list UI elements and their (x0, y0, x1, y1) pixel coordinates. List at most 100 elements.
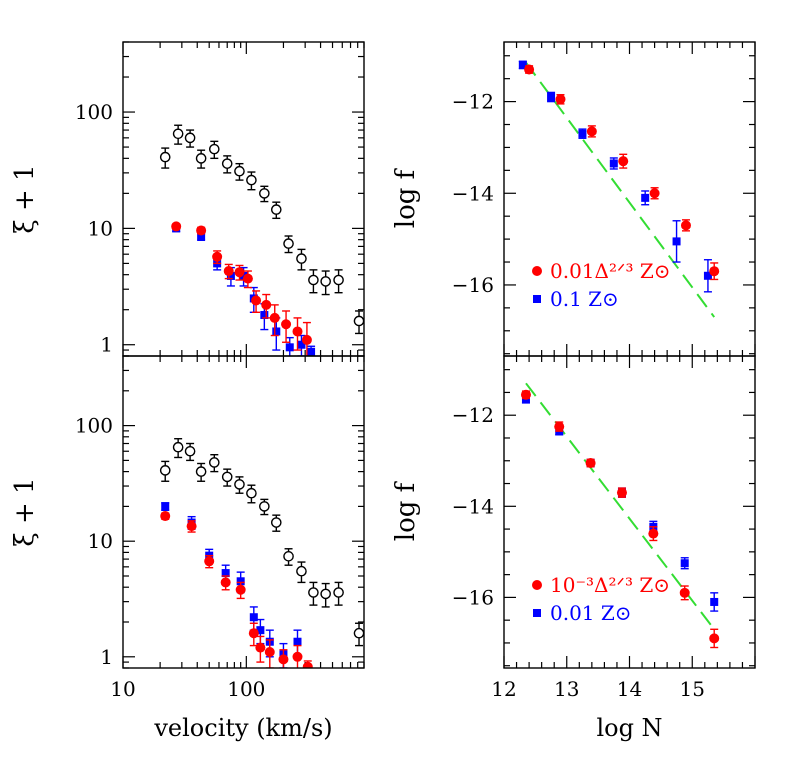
data-point (161, 502, 170, 511)
legend-label: 0.01Δ²ᐟ³ Z⊙ (550, 259, 671, 283)
y-tick-label: −16 (452, 273, 494, 297)
data-point (616, 487, 627, 498)
data-point (236, 577, 245, 586)
plot-frame (503, 355, 756, 669)
data-point (159, 151, 171, 163)
plot-frame (122, 41, 365, 357)
data-point (269, 312, 280, 323)
y-axis-label: ξ + 1 (10, 164, 40, 233)
data-point (171, 221, 182, 232)
data-point (520, 389, 531, 400)
series-open-circle-0 (159, 124, 364, 335)
data-point (302, 661, 313, 668)
data-point (221, 569, 230, 578)
data-point (204, 556, 215, 567)
x-tick-label: 14 (617, 677, 642, 701)
series-filled-circle-1 (520, 389, 720, 649)
data-point (524, 64, 535, 75)
y-tick-label: 1 (100, 333, 113, 357)
x-tick-label: 12 (491, 677, 516, 701)
data-point (255, 642, 266, 653)
data-point (320, 276, 331, 287)
data-point (246, 487, 257, 499)
legend-marker (532, 580, 542, 590)
data-point (195, 466, 207, 477)
data-point (272, 327, 281, 336)
series-filled-circle-1 (524, 64, 720, 281)
data-point (260, 311, 269, 320)
data-point (680, 220, 691, 231)
data-point (296, 253, 307, 264)
legend-marker (533, 295, 541, 303)
y-tick-label: −12 (452, 403, 494, 427)
x-axis-label: log N (596, 714, 662, 742)
data-point (307, 347, 316, 356)
plot-frame (503, 41, 756, 357)
data-point (159, 465, 171, 476)
data-point (246, 174, 257, 186)
data-point (293, 637, 302, 646)
data-point (703, 271, 712, 280)
plot-area (520, 382, 720, 649)
data-point (585, 458, 596, 469)
data-point (256, 626, 265, 635)
plot-area (518, 60, 720, 318)
data-point (248, 628, 259, 639)
data-point (184, 445, 196, 457)
data-point (197, 232, 206, 241)
y-axis-label: log f (391, 480, 421, 541)
y-tick-label: 10 (88, 216, 113, 240)
data-point (172, 441, 184, 453)
data-point (278, 654, 289, 665)
data-point (184, 132, 196, 144)
data-point (259, 188, 270, 199)
y-tick-label: −12 (452, 90, 494, 114)
data-point (709, 266, 720, 277)
data-point (308, 274, 319, 286)
series-filled-square-1 (161, 502, 302, 668)
data-point (518, 60, 527, 69)
data-point (672, 237, 681, 246)
plot-area (159, 438, 364, 668)
data-point (547, 93, 556, 102)
data-point (221, 158, 233, 169)
data-point (220, 577, 231, 588)
data-point (618, 156, 629, 167)
data-point (209, 143, 220, 155)
data-point (281, 319, 292, 330)
data-point (172, 128, 184, 140)
series-filled-circle-2 (160, 511, 313, 668)
data-point (261, 299, 272, 310)
series-filled-circle-2 (171, 221, 312, 356)
data-point (333, 274, 344, 286)
data-point (283, 238, 294, 249)
panel-bottom-right: −12 −14 −16 12 13 14 15 log f log N 10⁻³Δ²ᐟ³ Z⊙ 0.… (391, 355, 756, 742)
data-point (586, 126, 597, 137)
x-tick-label: 13 (554, 677, 579, 701)
legend-label: 0.1 Z⊙ (550, 287, 619, 311)
data-point (221, 471, 233, 483)
y-axis-label: log f (391, 167, 421, 228)
data-point (234, 267, 245, 278)
data-point (264, 647, 275, 658)
y-tick-label: 1 (100, 645, 113, 669)
data-point (270, 517, 282, 528)
series-filled-square-0 (518, 60, 712, 293)
data-point (554, 421, 565, 432)
series-open-circle-0 (159, 438, 364, 647)
data-point (234, 479, 245, 490)
fit-line (525, 62, 716, 318)
x-tick-label: 10 (110, 677, 135, 701)
data-point (259, 501, 270, 512)
data-point (242, 273, 253, 284)
legend-marker (533, 609, 541, 617)
data-point (297, 340, 306, 349)
data-point (353, 315, 364, 327)
data-point (649, 188, 660, 199)
data-point (710, 597, 719, 606)
legend-marker (532, 266, 542, 276)
data-point (160, 511, 171, 522)
plot-area (159, 124, 364, 356)
plot-frame (122, 355, 365, 669)
